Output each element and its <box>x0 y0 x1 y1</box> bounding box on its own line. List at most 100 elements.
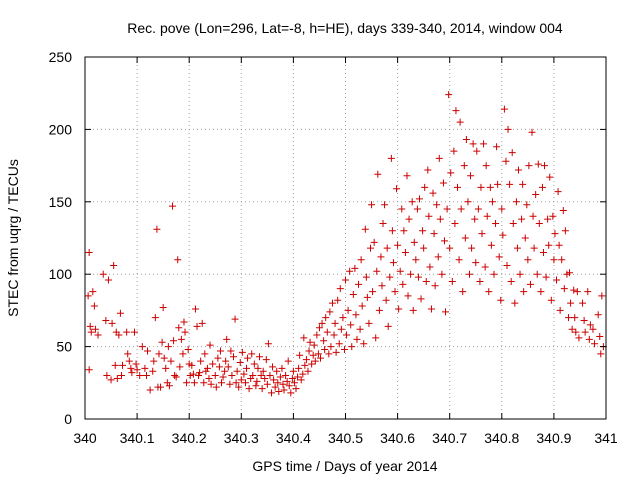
data-point <box>469 140 477 148</box>
axis-ticks: 340 340.1 340.2 340.3 340.4 340.5 340.6 340.7 34… <box>49 49 618 446</box>
data-point <box>454 183 462 191</box>
data-point <box>269 363 277 371</box>
data-point <box>459 288 467 296</box>
data-point <box>219 373 227 381</box>
data-point <box>452 107 460 115</box>
data-point <box>302 356 310 364</box>
data-point <box>222 357 230 365</box>
data-point <box>429 189 437 197</box>
data-point <box>448 277 456 285</box>
data-point <box>113 374 121 382</box>
x-axis-label: GPS time / Days of year 2014 <box>252 458 437 474</box>
data-point <box>547 296 555 304</box>
data-point <box>284 357 292 365</box>
data-point <box>271 383 279 391</box>
data-point <box>282 372 290 380</box>
data-point <box>512 198 520 206</box>
data-point <box>352 311 360 319</box>
data-point <box>179 350 187 358</box>
data-point <box>274 379 282 387</box>
x-tick-label: 340.8 <box>484 430 519 446</box>
data-point <box>190 379 198 387</box>
data-point <box>299 370 307 378</box>
data-point <box>84 292 92 300</box>
data-point <box>320 337 328 345</box>
data-point <box>356 325 364 333</box>
data-point <box>446 244 454 252</box>
data-point <box>481 263 489 271</box>
data-point <box>504 125 512 133</box>
data-point <box>226 380 234 388</box>
data-point <box>379 220 387 228</box>
data-point <box>404 292 412 300</box>
data-point <box>597 350 605 358</box>
data-point <box>142 372 150 380</box>
data-point <box>541 162 549 170</box>
data-point <box>232 379 240 387</box>
data-point <box>248 350 256 358</box>
data-point <box>300 334 308 342</box>
data-point <box>170 337 178 345</box>
data-point <box>351 264 359 272</box>
data-point <box>322 314 330 322</box>
data-point <box>157 383 165 391</box>
data-point <box>519 180 527 188</box>
y-axis-label: STEC from uqrg / TECUs <box>5 159 21 317</box>
data-point <box>144 347 152 355</box>
data-point <box>477 183 485 191</box>
data-point <box>214 354 222 362</box>
data-point <box>490 270 498 278</box>
data-point <box>243 364 251 372</box>
data-point <box>598 292 606 300</box>
data-point <box>530 244 538 252</box>
data-point <box>585 335 593 343</box>
data-point <box>542 273 550 281</box>
data-point <box>304 367 312 375</box>
data-point <box>231 315 239 323</box>
data-point <box>581 328 589 336</box>
data-point <box>149 367 157 375</box>
data-point <box>503 262 511 270</box>
data-point <box>155 350 163 358</box>
data-point <box>270 376 278 384</box>
data-point <box>287 389 295 397</box>
data-point <box>498 205 506 213</box>
data-point <box>160 354 168 362</box>
data-point <box>249 372 257 380</box>
data-point <box>425 212 433 220</box>
data-point <box>323 328 331 336</box>
data-point <box>521 234 529 242</box>
data-point <box>167 357 175 365</box>
data-point <box>476 277 484 285</box>
data-point <box>327 343 335 351</box>
data-point <box>254 364 262 372</box>
data-point <box>276 373 284 381</box>
data-point <box>331 319 339 327</box>
data-point <box>297 376 305 384</box>
data-point <box>89 288 97 296</box>
data-point <box>136 372 144 380</box>
data-point <box>399 280 407 288</box>
data-point <box>347 321 355 329</box>
data-point <box>368 201 376 209</box>
data-point <box>119 361 127 369</box>
data-point <box>538 183 546 191</box>
data-point <box>259 367 267 375</box>
data-point <box>85 248 93 256</box>
data-point <box>435 154 443 162</box>
data-point <box>393 185 401 193</box>
data-point <box>203 364 211 372</box>
data-point <box>177 335 185 343</box>
data-point <box>566 269 574 277</box>
data-point <box>401 248 409 256</box>
data-point <box>474 205 482 213</box>
data-point <box>513 244 521 252</box>
data-point <box>373 267 381 275</box>
data-point <box>180 318 188 326</box>
data-point <box>233 367 241 375</box>
data-point <box>365 319 373 327</box>
data-point <box>244 354 252 362</box>
data-point <box>524 256 532 264</box>
y-tick-label: 100 <box>49 266 73 282</box>
data-point <box>195 372 203 380</box>
